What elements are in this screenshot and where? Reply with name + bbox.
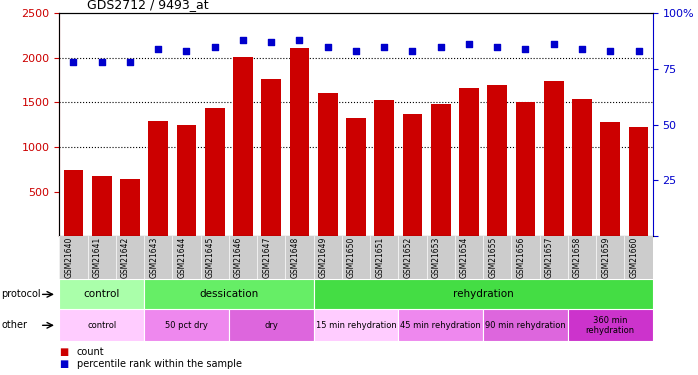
Text: GSM21653: GSM21653 — [432, 237, 440, 279]
Point — [350, 48, 362, 54]
Bar — [261, 79, 281, 236]
Text: GSM21658: GSM21658 — [573, 237, 582, 278]
Point — [237, 37, 248, 43]
Bar — [600, 122, 620, 236]
Text: GSM21649: GSM21649 — [319, 237, 328, 279]
Text: GSM21642: GSM21642 — [121, 237, 130, 278]
Text: protocol: protocol — [1, 290, 41, 299]
Text: GSM21641: GSM21641 — [93, 237, 102, 278]
Point — [181, 48, 192, 54]
Text: GSM21657: GSM21657 — [544, 237, 554, 279]
Point — [548, 41, 559, 47]
Text: control: control — [84, 290, 120, 299]
Point — [577, 46, 588, 52]
Point — [491, 44, 503, 50]
Text: ■: ■ — [59, 347, 68, 357]
Point — [520, 46, 531, 52]
Point — [407, 48, 418, 54]
Text: dessication: dessication — [199, 290, 258, 299]
Bar — [229, 309, 313, 341]
Bar — [318, 93, 338, 236]
Bar — [399, 309, 483, 341]
Point — [633, 48, 644, 54]
Point — [322, 44, 334, 50]
Text: GSM21656: GSM21656 — [517, 237, 526, 279]
Text: 90 min rehydration: 90 min rehydration — [485, 321, 566, 330]
Bar — [487, 84, 507, 236]
Text: GDS2712 / 9493_at: GDS2712 / 9493_at — [87, 0, 209, 11]
Bar — [629, 128, 648, 236]
Text: GSM21643: GSM21643 — [149, 237, 158, 279]
Bar — [59, 279, 144, 309]
Text: GSM21654: GSM21654 — [460, 237, 469, 279]
Bar — [148, 121, 168, 236]
Text: GSM21651: GSM21651 — [376, 237, 384, 278]
Text: GSM21652: GSM21652 — [403, 237, 413, 278]
Point — [209, 44, 221, 50]
Text: control: control — [87, 321, 117, 330]
Text: other: other — [1, 320, 27, 330]
Point — [463, 41, 475, 47]
Bar — [64, 170, 83, 236]
Bar — [313, 309, 399, 341]
Point — [378, 44, 389, 50]
Point — [604, 48, 616, 54]
Text: rehydration: rehydration — [453, 290, 514, 299]
Text: GSM21660: GSM21660 — [630, 237, 639, 279]
Text: count: count — [77, 347, 105, 357]
Bar — [313, 279, 653, 309]
Point — [294, 37, 305, 43]
Bar — [177, 124, 196, 236]
Bar — [346, 118, 366, 236]
Text: ■: ■ — [59, 359, 68, 369]
Bar — [290, 48, 309, 236]
Text: GSM21645: GSM21645 — [206, 237, 215, 279]
Point — [266, 39, 277, 45]
Bar — [568, 309, 653, 341]
Bar — [483, 309, 568, 341]
Text: GSM21644: GSM21644 — [177, 237, 186, 279]
Text: GSM21647: GSM21647 — [262, 237, 272, 279]
Bar — [92, 176, 112, 236]
Text: GSM21640: GSM21640 — [64, 237, 73, 279]
Text: GSM21655: GSM21655 — [488, 237, 497, 279]
Point — [435, 44, 446, 50]
Text: GSM21659: GSM21659 — [601, 237, 610, 279]
Bar — [205, 108, 225, 236]
Text: dry: dry — [265, 321, 279, 330]
Bar — [120, 179, 140, 236]
Bar — [431, 104, 451, 236]
Text: GSM21646: GSM21646 — [234, 237, 243, 279]
Bar — [374, 100, 394, 236]
Bar — [144, 279, 313, 309]
Point — [153, 46, 164, 52]
Bar — [59, 309, 144, 341]
Point — [96, 59, 107, 65]
Text: GSM21650: GSM21650 — [347, 237, 356, 279]
Bar — [544, 81, 563, 236]
Text: 360 min
rehydration: 360 min rehydration — [586, 316, 634, 335]
Bar — [403, 114, 422, 236]
Point — [68, 59, 79, 65]
Text: GSM21648: GSM21648 — [290, 237, 299, 278]
Bar — [144, 309, 229, 341]
Bar — [572, 99, 592, 236]
Text: 50 pct dry: 50 pct dry — [165, 321, 208, 330]
Bar — [233, 57, 253, 236]
Text: percentile rank within the sample: percentile rank within the sample — [77, 359, 242, 369]
Point — [124, 59, 135, 65]
Text: 15 min rehydration: 15 min rehydration — [315, 321, 396, 330]
Bar — [516, 102, 535, 236]
Bar — [459, 88, 479, 236]
Text: 45 min rehydration: 45 min rehydration — [401, 321, 481, 330]
